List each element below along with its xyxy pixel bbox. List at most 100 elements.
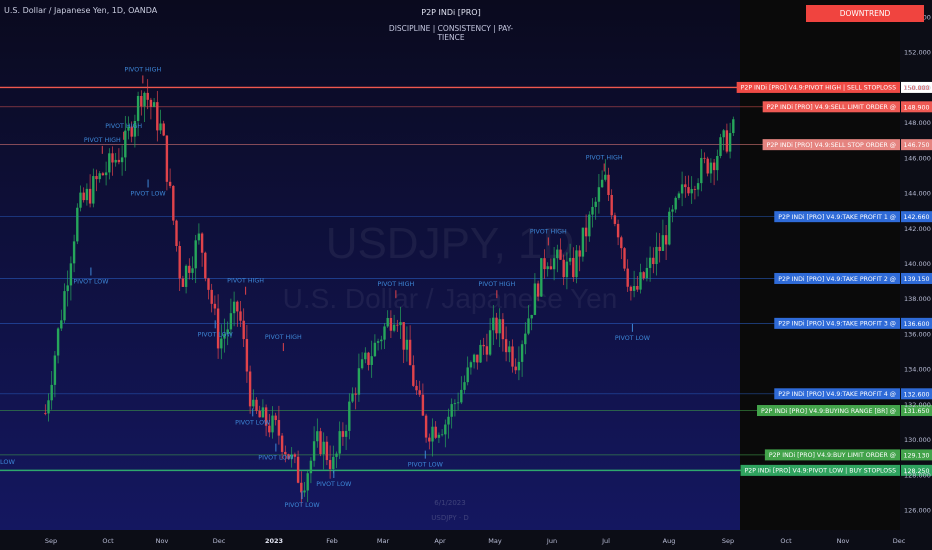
- y-tick-label: 152.000: [904, 49, 931, 57]
- pivot-low-label: PIVOT LOW: [316, 481, 352, 488]
- candle-body: [364, 352, 367, 360]
- candle-body: [469, 362, 473, 368]
- candle-body: [645, 267, 649, 279]
- level-value: 150.000: [903, 85, 929, 92]
- candle-body: [50, 384, 53, 401]
- candle-body: [588, 214, 591, 237]
- candle-body: [460, 389, 463, 403]
- candle-body: [728, 133, 732, 152]
- x-tick-label: Oct: [780, 537, 792, 545]
- candle-body: [210, 289, 213, 304]
- candle-body: [664, 235, 668, 245]
- candle-body: [658, 246, 661, 251]
- candle-body: [258, 410, 261, 418]
- candle-body: [322, 441, 325, 455]
- candle-body: [296, 456, 300, 483]
- candle-body: [495, 317, 498, 334]
- pivot-high-label: PIVOT HIGH: [377, 281, 414, 288]
- candle-body: [143, 92, 146, 107]
- time-axis-panel[interactable]: [0, 530, 932, 550]
- level-label: P2P INDi [PRO] V4.9:TAKE PROFIT 4 @: [778, 390, 896, 398]
- candle-body: [722, 130, 725, 138]
- plot-background: [0, 0, 740, 530]
- candle-body: [444, 424, 447, 435]
- x-tick-label: Aug: [663, 537, 676, 545]
- candle-body: [421, 394, 425, 416]
- watermark-symbol: USDJPY, 1D: [326, 219, 575, 268]
- candle-body: [655, 246, 658, 265]
- candle-body: [700, 157, 703, 184]
- y-tick-label: 136.000: [904, 330, 931, 338]
- candle-body: [159, 123, 162, 131]
- candle-body: [604, 174, 607, 180]
- candle-body: [418, 390, 421, 395]
- trend-badge[interactable]: DOWNTREND: [806, 5, 924, 22]
- level-label-box: [757, 405, 900, 417]
- pivot-high-label: PIVOT HIGH: [530, 228, 567, 235]
- candle-body: [412, 365, 415, 386]
- candle-body: [194, 240, 197, 269]
- candle-body: [124, 130, 127, 158]
- candle-body: [476, 354, 479, 363]
- candle-body: [127, 126, 130, 131]
- level-value-box: [901, 139, 932, 151]
- candle-body: [514, 366, 517, 371]
- candle-body: [402, 322, 405, 350]
- candle-body: [508, 346, 511, 353]
- level-value-box: [901, 464, 932, 476]
- candle-body: [648, 257, 652, 268]
- pivot-high-label: PIVOT HIGH: [586, 154, 623, 161]
- candle-body: [703, 157, 706, 159]
- level-value: 148.900: [903, 104, 929, 111]
- y-tick-label: 148.000: [904, 119, 931, 127]
- candle-body: [546, 266, 549, 270]
- candle-body: [72, 241, 76, 264]
- candle-body: [482, 344, 485, 347]
- candle-body: [351, 393, 354, 402]
- candle-body: [626, 268, 629, 287]
- candle-body: [623, 248, 626, 269]
- candle-body: [600, 179, 604, 188]
- y-tick-label: 150.000: [904, 84, 931, 92]
- candle-body: [578, 250, 581, 257]
- level-label: P2P INDi [PRO] V4.9:TAKE PROFIT 3 @: [778, 320, 896, 328]
- level-label: P2P INDi [PRO] V4.9:SELL LIMIT ORDER @: [767, 103, 896, 111]
- candle-body: [293, 454, 297, 457]
- pivot-high-label: PIVOT HIGH: [84, 137, 121, 144]
- candle-body: [389, 317, 393, 331]
- pivot-high-label: PIVOT HIGH: [227, 278, 264, 285]
- candle-body: [98, 173, 101, 180]
- candle-body: [632, 286, 636, 291]
- level-label-box: [774, 317, 900, 329]
- x-tick-label: 2023: [265, 537, 283, 545]
- candle-body: [66, 285, 69, 292]
- candle-body: [175, 220, 178, 246]
- candle-body: [572, 257, 575, 278]
- candle-body: [149, 99, 153, 107]
- level-value-box: [901, 449, 932, 461]
- candle-body: [661, 235, 665, 251]
- candle-body: [236, 301, 239, 312]
- candle-body: [95, 176, 98, 180]
- pivot-markers: PIVOT HIGH PIVOT HIGH PIVOT HIGH PIVOT LOW P…: [73, 66, 650, 509]
- candle-body: [357, 368, 361, 395]
- candle-body: [434, 426, 437, 438]
- candle-body: [168, 181, 172, 186]
- level-label-box: [774, 388, 900, 400]
- candle-body: [165, 135, 169, 182]
- pivot-low-label: PIVOT LOW: [408, 462, 444, 469]
- x-tick-label: Mar: [377, 537, 390, 545]
- level-label: P2P INDi [PRO] V4.9:SELL STOP ORDER @: [767, 141, 896, 149]
- candle-body: [63, 291, 66, 321]
- x-tick-label: May: [488, 537, 502, 545]
- candle-body: [725, 130, 729, 152]
- y-tick-label: 134.000: [904, 366, 931, 374]
- candle-body: [479, 344, 482, 363]
- candle-body: [533, 283, 537, 315]
- candle-body: [549, 266, 553, 270]
- pivot-low-label: PIVOT LOW: [258, 455, 294, 462]
- indicator-title: P2P INDi [PRO]: [421, 8, 481, 17]
- candle-body: [156, 102, 159, 131]
- pivot-low-label: PIVOT LOW: [198, 331, 234, 338]
